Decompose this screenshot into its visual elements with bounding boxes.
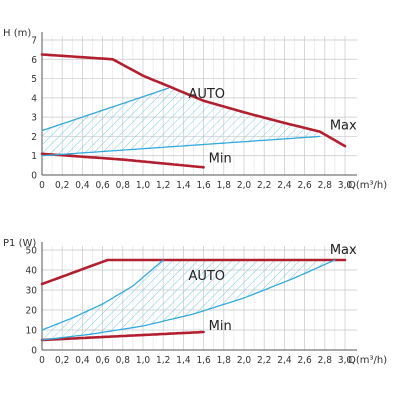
y-tick-label: 50 xyxy=(26,246,38,257)
x-tick-label: 2,8 xyxy=(318,180,333,191)
y-tick-label: 20 xyxy=(26,306,38,317)
auto-lower-curve xyxy=(41,135,321,157)
x-tick-label: 0,2 xyxy=(55,355,69,366)
x-tick-label: 0,8 xyxy=(116,355,131,366)
y-tick-label: 1 xyxy=(31,151,37,162)
x-tick-label: 1,4 xyxy=(176,355,191,366)
x-tick-label: 0 xyxy=(39,355,45,366)
x-axis-label: Q(m³/h) xyxy=(348,355,387,366)
y-tick-label: 4 xyxy=(31,93,37,104)
y-tick-label: 0 xyxy=(31,171,37,182)
x-tick-label: 2,6 xyxy=(297,180,312,191)
x-tick-label: 2,4 xyxy=(277,180,292,191)
x-tick-label: 1,8 xyxy=(217,180,232,191)
y-tick-label: 10 xyxy=(26,326,38,337)
x-tick-label: 2,4 xyxy=(277,355,292,366)
x-tick-label: 0 xyxy=(39,180,45,191)
y-tick-label: 30 xyxy=(26,286,38,297)
x-tick-label: 3,0 xyxy=(338,355,353,366)
max-curve xyxy=(40,258,347,286)
max-label: Max xyxy=(330,243,357,258)
min-curve xyxy=(40,152,205,169)
x-tick-label: 0,8 xyxy=(116,180,131,191)
auto-upper-curve xyxy=(41,259,164,331)
y-tick-label: 3 xyxy=(31,113,37,124)
max-label: Max xyxy=(330,119,357,134)
x-tick-label: 3,0 xyxy=(338,180,353,191)
x-tick-label: 1,0 xyxy=(136,355,151,366)
x-tick-label: 1,2 xyxy=(156,355,170,366)
auto-region-hatch xyxy=(42,260,335,340)
auto-upper-curve xyxy=(41,87,169,132)
auto-lower-curve xyxy=(41,259,336,341)
x-tick-label: 1,6 xyxy=(196,355,211,366)
y-tick-label: 2 xyxy=(31,132,37,143)
x-tick-label: 0,4 xyxy=(75,180,90,191)
max-curve xyxy=(40,53,347,148)
x-tick-label: 2,2 xyxy=(257,355,271,366)
min-label: Min xyxy=(209,319,232,334)
x-tick-label: 1,6 xyxy=(196,180,211,191)
x-tick-label: 1,0 xyxy=(136,180,151,191)
y-tick-label: 0 xyxy=(31,346,37,357)
x-tick-label: 2,0 xyxy=(237,180,252,191)
x-tick-label: 0,6 xyxy=(95,180,110,191)
min-curve xyxy=(40,330,205,342)
auto-label: AUTO xyxy=(188,269,225,284)
auto-region-hatch xyxy=(42,86,320,156)
x-tick-label: 2,0 xyxy=(237,355,252,366)
x-tick-label: 1,8 xyxy=(217,355,232,366)
x-tick-label: 1,2 xyxy=(156,180,170,191)
x-tick-label: 2,6 xyxy=(297,355,312,366)
y-tick-label: 5 xyxy=(31,74,37,85)
x-tick-label: 1,4 xyxy=(176,180,191,191)
y-tick-label: 40 xyxy=(26,266,38,277)
x-tick-label: 2,8 xyxy=(318,355,333,366)
power-chart: 0 0,2 0,4 0,6 0,8 1,0 1,2 1,4 1,6 1,8 2,0 2,2 2,4 2,6… xyxy=(3,238,387,366)
y-axis-label: P1 (W) xyxy=(3,238,36,249)
head-chart: 0 0,2 0,4 0,6 0,8 1,0 1,2 1,4 1,6 1,8 2,0 2,2 2,4 2,6… xyxy=(3,28,387,191)
y-tick-label: 6 xyxy=(31,55,37,66)
y-axis-label: H (m) xyxy=(3,28,31,39)
x-tick-label: 2,2 xyxy=(257,180,271,191)
x-tick-label: 0,4 xyxy=(75,355,90,366)
min-label: Min xyxy=(209,151,232,166)
x-tick-label: 0,6 xyxy=(95,355,110,366)
y-tick-label: 7 xyxy=(31,36,37,47)
auto-label: AUTO xyxy=(188,87,225,102)
x-tick-label: 0,2 xyxy=(55,180,69,191)
x-axis-label: Q(m³/h) xyxy=(348,180,387,191)
